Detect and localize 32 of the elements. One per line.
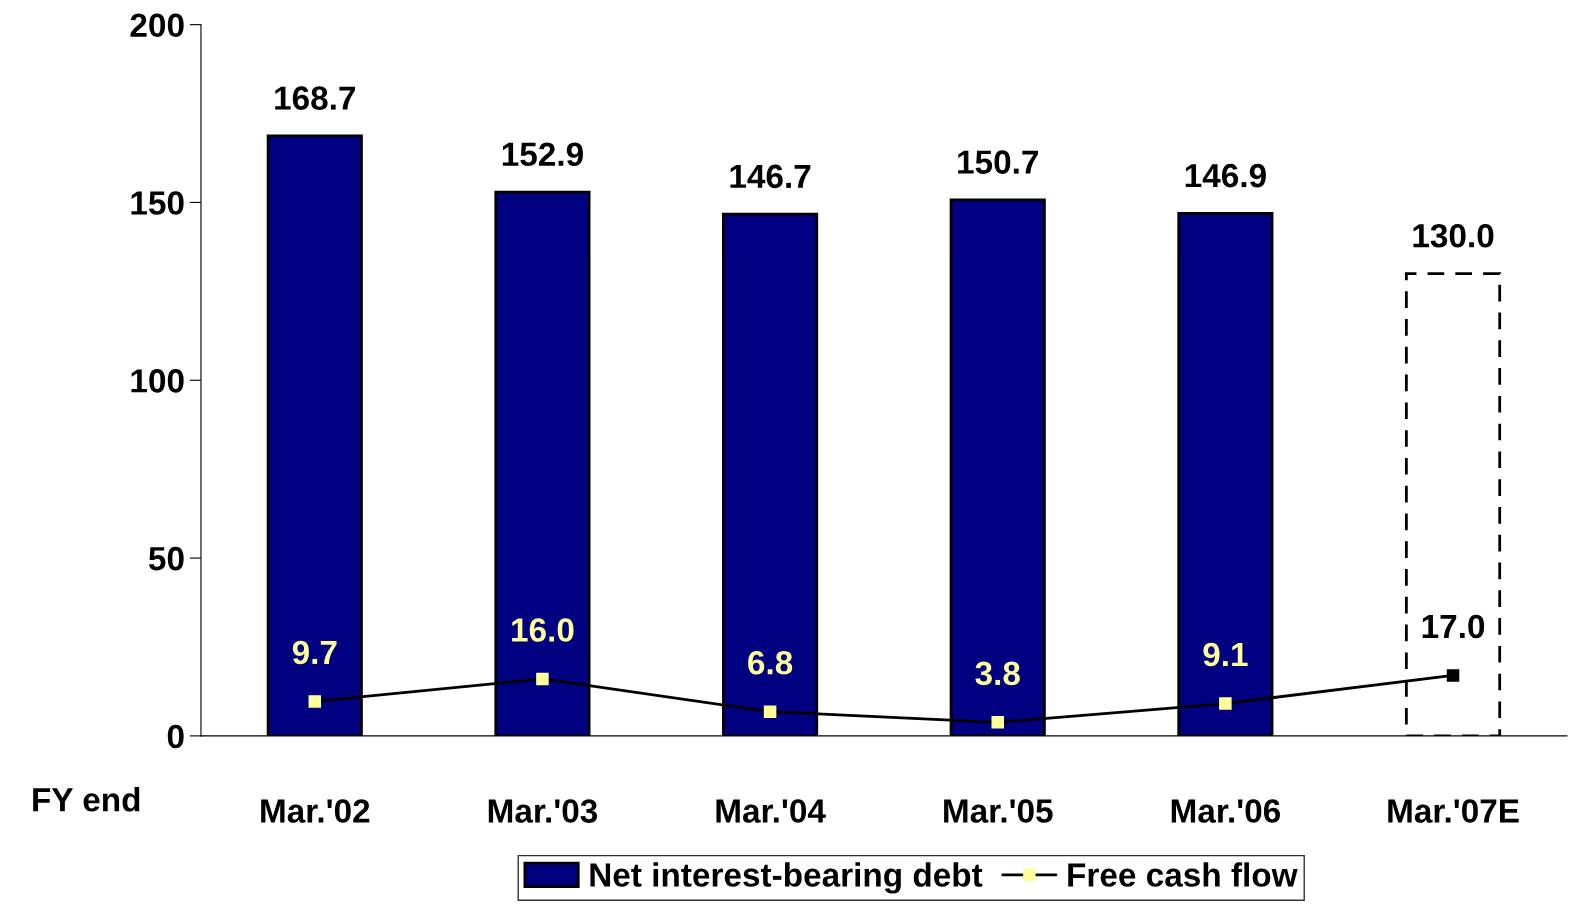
y-tick-label: 200 bbox=[130, 13, 184, 38]
y-tick-label: 0 bbox=[167, 724, 184, 749]
data-label: 17.0 bbox=[1422, 614, 1485, 639]
point bbox=[536, 672, 549, 686]
data-label: 130.0 bbox=[1413, 223, 1494, 248]
point bbox=[991, 716, 1004, 729]
point bbox=[1219, 697, 1232, 710]
y-tick-label: 100 bbox=[131, 369, 184, 393]
x-tick-label: Mar.'05 bbox=[944, 799, 1053, 823]
point bbox=[308, 695, 322, 708]
legend-label: Free cash flow bbox=[1068, 862, 1298, 887]
data-label: 6.8 bbox=[748, 650, 793, 675]
data-label: 150.7 bbox=[958, 150, 1038, 174]
point bbox=[763, 705, 777, 718]
x-tick-label: Mar.'03 bbox=[488, 799, 598, 823]
data-label: 9.7 bbox=[292, 640, 337, 665]
data-label: 3.8 bbox=[975, 661, 1020, 686]
legend-label: Net interest-bearing debt bbox=[590, 862, 983, 894]
data-label: 9.1 bbox=[1203, 642, 1248, 667]
x-tick-label: Mar.'02 bbox=[261, 799, 370, 823]
x-axis-title: FY end bbox=[33, 787, 140, 812]
data-label: 146.9 bbox=[1185, 163, 1266, 188]
data-label: 16.0 bbox=[512, 618, 574, 642]
point bbox=[1446, 669, 1460, 682]
x-tick-label: Mar.'06 bbox=[1171, 799, 1281, 823]
data-label: 146.7 bbox=[730, 164, 811, 189]
y-tick-label: 150 bbox=[131, 191, 184, 215]
x-tick-label: Mar.'07E bbox=[1388, 799, 1519, 823]
x-tick-label: Mar.'04 bbox=[716, 799, 826, 823]
data-label: 152.9 bbox=[502, 142, 583, 167]
y-tick-label: 50 bbox=[148, 546, 184, 571]
data-label: 168.7 bbox=[275, 86, 356, 110]
